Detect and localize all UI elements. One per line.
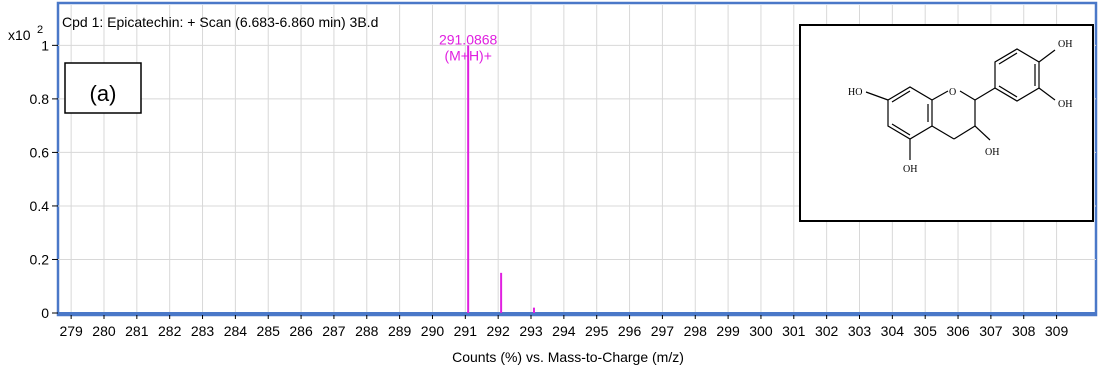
- x-tick-label: 299: [716, 323, 740, 339]
- y-tick-label: 0.2: [30, 251, 50, 267]
- x-tick-label: 301: [782, 323, 806, 339]
- structure-oh-label-1: OH: [1058, 39, 1072, 50]
- x-tick-label: 279: [59, 323, 83, 339]
- ring-c-bond-4: [953, 125, 976, 140]
- x-tick-label: 289: [388, 323, 412, 339]
- x-tick-label: 303: [848, 323, 872, 339]
- x-tick-label: 291: [454, 323, 478, 339]
- x-tick-label: 298: [684, 323, 708, 339]
- structure-oh-label-3: OH: [985, 147, 999, 158]
- oh-c3-bond: [974, 125, 991, 141]
- y-tick-label: 0.8: [30, 91, 50, 107]
- x-tick-label: 290: [421, 323, 445, 339]
- y-tick-label: 1: [41, 37, 49, 53]
- x-tick-label: 284: [224, 323, 248, 339]
- y-scale-label: x10: [8, 27, 31, 43]
- x-tick-label: 296: [618, 323, 642, 339]
- x-tick-label: 286: [289, 323, 313, 339]
- x-tick-label: 281: [125, 323, 149, 339]
- y-tick-label: 0: [41, 305, 49, 321]
- axis-layer: 279 280 281 282 283 284 285 286 287 288 289 290 291 2…: [30, 37, 1096, 339]
- x-tick-label: 295: [585, 323, 609, 339]
- ring-a-double-1: [891, 90, 911, 103]
- peak-annotation-mz: 291.0868: [439, 31, 498, 47]
- ring-c-bond-5: [931, 125, 955, 140]
- y-tick-label: 0.4: [30, 198, 50, 214]
- panel-label-box: [64, 62, 142, 114]
- x-tick-label: 285: [257, 323, 281, 339]
- ring-c-bond-1: [931, 90, 949, 101]
- x-tick-label: 300: [749, 323, 773, 339]
- x-tick-label: 307: [979, 323, 1003, 339]
- ring-c-bond-2: [959, 90, 976, 101]
- x-tick-label: 306: [946, 323, 970, 339]
- peak-annotation-ion: (M+H)+: [444, 47, 491, 63]
- structure-oh-label-4: OH: [903, 164, 917, 175]
- plot-frame: [56, 1, 1098, 317]
- x-tick-label: 297: [651, 323, 675, 339]
- structure-oh-label-2: OH: [1058, 99, 1072, 110]
- x-tick-label: 302: [815, 323, 839, 339]
- x-tick-label: 288: [355, 323, 379, 339]
- ring-b-double-3: [998, 85, 1018, 98]
- y-tick-label: 0.6: [30, 144, 50, 160]
- link-bond: [974, 87, 996, 101]
- x-tick-label: 308: [1012, 323, 1036, 339]
- structure-inset: HO OH OH OH OH O: [799, 24, 1094, 222]
- ring-b-double-1: [998, 52, 1018, 65]
- x-tick-label: 292: [486, 323, 510, 339]
- oh-b1-bond: [1038, 49, 1056, 63]
- x-tick-label: 293: [519, 323, 543, 339]
- chart-title: Cpd 1: Epicatechin: + Scan (6.683-6.860 …: [62, 14, 378, 30]
- epicatechin-structure: [865, 48, 1056, 160]
- ring-a-double-3: [891, 123, 911, 136]
- structure-ring-o-label: O: [949, 87, 956, 98]
- structure-ho-label: HO: [848, 87, 862, 98]
- x-tick-label: 283: [191, 323, 215, 339]
- y-scale-exponent: 2: [37, 24, 43, 36]
- ho-bond: [865, 91, 889, 101]
- x-tick-label: 280: [92, 323, 116, 339]
- panel-label: (a): [90, 81, 117, 106]
- x-tick-label: 282: [158, 323, 182, 339]
- oh-b2-bond: [1038, 87, 1056, 101]
- x-tick-label: 287: [322, 323, 346, 339]
- x-tick-label: 305: [914, 323, 938, 339]
- peak-layer: [467, 45, 535, 313]
- x-tick-label: 309: [1045, 323, 1069, 339]
- x-tick-label: 294: [552, 323, 576, 339]
- x-tick-label: 304: [881, 323, 905, 339]
- x-axis-label: Counts (%) vs. Mass-to-Charge (m/z): [452, 349, 684, 365]
